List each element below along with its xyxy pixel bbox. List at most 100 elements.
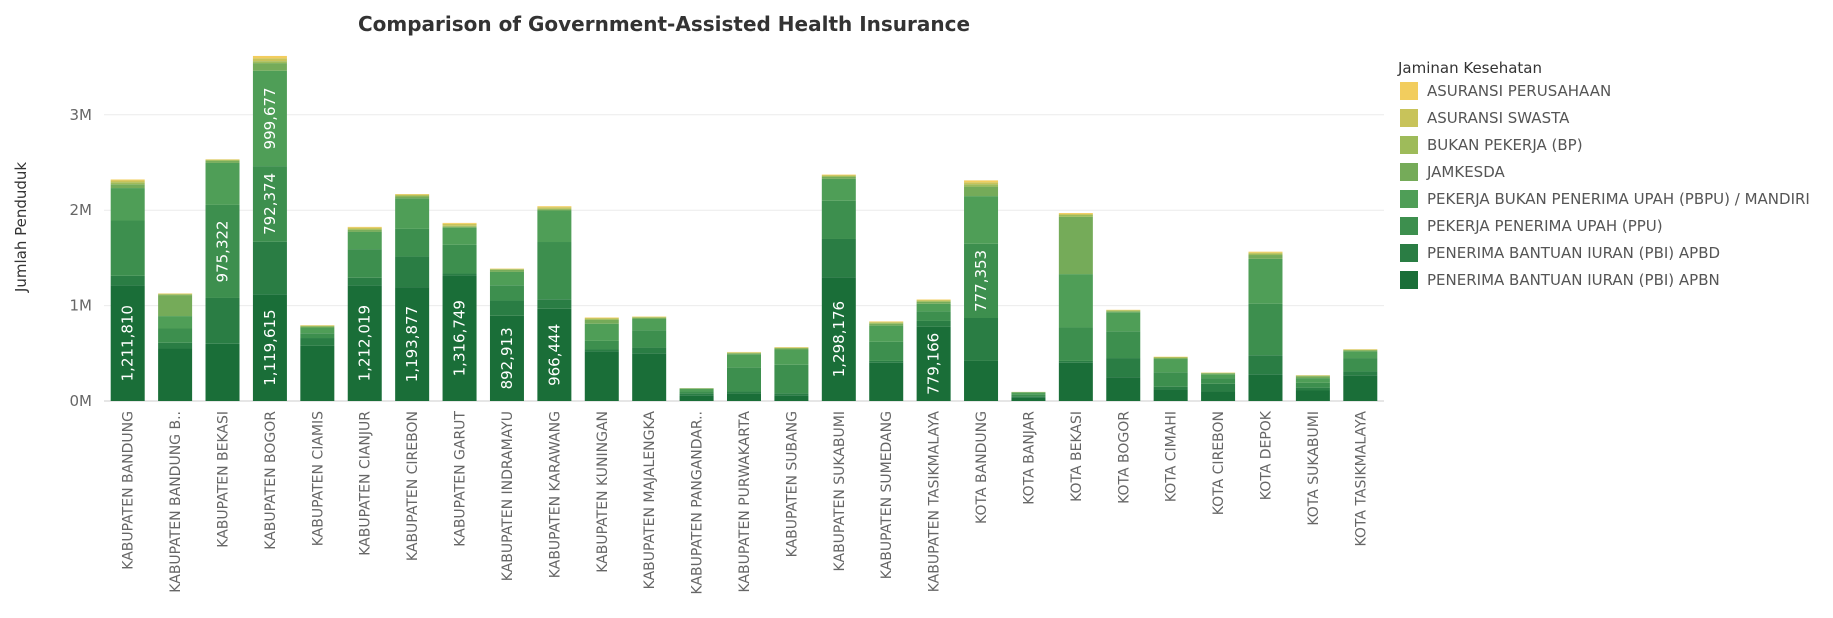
bar-segment-bukan-pekerja-bp[interactable]: [584, 318, 619, 320]
legend-swatch-asuransi-swasta[interactable]: [1400, 109, 1418, 127]
bar-segment-pekerja-penerima-upah-ppu[interactable]: [252, 166, 287, 242]
bar-segment-asuransi-swasta[interactable]: [537, 207, 572, 209]
bar-segment-penerima-bantuan-iuran-pbi-apbd[interactable]: [110, 275, 145, 286]
legend-swatch-pekerja-bukan-penerima-upah-pbpu-mandiri[interactable]: [1400, 190, 1418, 208]
bar-segment-pekerja-penerima-upah-ppu[interactable]: [1201, 378, 1236, 384]
bar-segment-bukan-pekerja-bp[interactable]: [964, 184, 999, 187]
bar-segment-penerima-bantuan-iuran-pbi-apbd[interactable]: [1201, 383, 1236, 392]
bar-segment-pekerja-penerima-upah-ppu[interactable]: [537, 242, 572, 300]
bar-segment-pekerja-bukan-penerima-upah-pbpu-mandiri[interactable]: [727, 354, 761, 368]
bar-segment-penerima-bantuan-iuran-pbi-apbn[interactable]: [632, 353, 667, 401]
bar-segment-pekerja-penerima-upah-ppu[interactable]: [964, 243, 999, 318]
bar-segment-asuransi-swasta[interactable]: [442, 223, 477, 226]
bar-segment-bukan-pekerja-bp[interactable]: [1343, 349, 1378, 351]
bar-segment-asuransi-swasta[interactable]: [869, 321, 904, 323]
bar-segment-jamkesda[interactable]: [1295, 376, 1330, 379]
bar-segment-jamkesda[interactable]: [632, 317, 667, 319]
bar-segment-jamkesda[interactable]: [537, 209, 572, 211]
bar-segment-bukan-pekerja-bp[interactable]: [632, 317, 667, 318]
bar-segment-jamkesda[interactable]: [821, 176, 856, 179]
bar-segment-bukan-pekerja-bp[interactable]: [1106, 310, 1141, 312]
bar-segment-bukan-pekerja-bp[interactable]: [110, 182, 145, 185]
bar-segment-pekerja-bukan-penerima-upah-pbpu-mandiri[interactable]: [964, 196, 999, 244]
bar-segment-pekerja-bukan-penerima-upah-pbpu-mandiri[interactable]: [1106, 312, 1141, 332]
bar-segment-penerima-bantuan-iuran-pbi-apbn[interactable]: [252, 294, 287, 401]
legend-swatch-pekerja-penerima-upah-ppu[interactable]: [1400, 217, 1418, 235]
bar-segment-asuransi-swasta[interactable]: [347, 227, 382, 230]
bar-segment-penerima-bantuan-iuran-pbi-apbd[interactable]: [916, 320, 951, 327]
bar-segment-asuransi-swasta[interactable]: [252, 58, 287, 62]
bar-segment-pekerja-bukan-penerima-upah-pbpu-mandiri[interactable]: [1153, 359, 1188, 373]
legend-item-label[interactable]: PENERIMA BANTUAN IURAN (PBI) APBD: [1427, 244, 1720, 262]
bar-segment-pekerja-bukan-penerima-upah-pbpu-mandiri[interactable]: [869, 325, 904, 342]
bar-segment-jamkesda[interactable]: [395, 196, 430, 199]
legend-item-label[interactable]: BUKAN PEKERJA (BP): [1427, 136, 1583, 154]
bar-segment-pekerja-penerima-upah-ppu[interactable]: [1295, 382, 1330, 388]
legend-item-label[interactable]: PENERIMA BANTUAN IURAN (PBI) APBN: [1427, 271, 1720, 289]
bar-segment-asuransi-swasta[interactable]: [584, 317, 619, 319]
bar-segment-jamkesda[interactable]: [158, 295, 193, 317]
bar-segment-pekerja-bukan-penerima-upah-pbpu-mandiri[interactable]: [110, 188, 145, 221]
bar-segment-pekerja-bukan-penerima-upah-pbpu-mandiri[interactable]: [774, 349, 809, 365]
bar-segment-pekerja-penerima-upah-ppu[interactable]: [489, 285, 524, 301]
bar-segment-penerima-bantuan-iuran-pbi-apbn[interactable]: [489, 315, 524, 401]
bar-segment-jamkesda[interactable]: [869, 323, 904, 326]
bar-segment-penerima-bantuan-iuran-pbi-apbd[interactable]: [1011, 396, 1046, 398]
bar-segment-penerima-bantuan-iuran-pbi-apbd[interactable]: [300, 338, 335, 346]
bar-segment-jamkesda[interactable]: [1343, 350, 1378, 352]
bar-segment-penerima-bantuan-iuran-pbi-apbd[interactable]: [774, 393, 809, 396]
bar-segment-bukan-pekerja-bp[interactable]: [821, 176, 856, 177]
bar-segment-pekerja-bukan-penerima-upah-pbpu-mandiri[interactable]: [158, 316, 193, 329]
bar-segment-pekerja-penerima-upah-ppu[interactable]: [869, 341, 904, 361]
bar-segment-jamkesda[interactable]: [584, 319, 619, 324]
bar-segment-asuransi-swasta[interactable]: [395, 194, 430, 196]
bar-segment-penerima-bantuan-iuran-pbi-apbn[interactable]: [916, 326, 951, 401]
bar-segment-pekerja-penerima-upah-ppu[interactable]: [916, 311, 951, 321]
bar-segment-bukan-pekerja-bp[interactable]: [1153, 357, 1188, 359]
legend-item-label[interactable]: PEKERJA PENERIMA UPAH (PPU): [1427, 217, 1663, 235]
bar-segment-penerima-bantuan-iuran-pbi-apbd[interactable]: [632, 347, 667, 354]
bar-segment-asuransi-swasta[interactable]: [110, 180, 145, 183]
bar-segment-penerima-bantuan-iuran-pbi-apbn[interactable]: [205, 343, 240, 401]
bar-segment-penerima-bantuan-iuran-pbi-apbd[interactable]: [1248, 355, 1283, 375]
bar-segment-bukan-pekerja-bp[interactable]: [395, 195, 430, 197]
bar-segment-pekerja-penerima-upah-ppu[interactable]: [679, 391, 714, 394]
bar-segment-penerima-bantuan-iuran-pbi-apbd[interactable]: [1058, 360, 1093, 363]
bar-segment-bukan-pekerja-bp[interactable]: [537, 208, 572, 210]
bar-segment-penerima-bantuan-iuran-pbi-apbn[interactable]: [1058, 362, 1093, 401]
bar-segment-bukan-pekerja-bp[interactable]: [347, 229, 382, 231]
bar-segment-pekerja-bukan-penerima-upah-pbpu-mandiri[interactable]: [1011, 392, 1046, 395]
bar-segment-penerima-bantuan-iuran-pbi-apbd[interactable]: [1343, 371, 1378, 376]
legend-swatch-jamkesda[interactable]: [1400, 163, 1418, 181]
bar-segment-pekerja-bukan-penerima-upah-pbpu-mandiri[interactable]: [395, 198, 430, 229]
bar-segment-jamkesda[interactable]: [347, 230, 382, 232]
legend-item-label[interactable]: PEKERJA BUKAN PENERIMA UPAH (PBPU) / MAN…: [1427, 190, 1810, 208]
bar-segment-penerima-bantuan-iuran-pbi-apbd[interactable]: [395, 256, 430, 288]
bar-segment-penerima-bantuan-iuran-pbi-apbd[interactable]: [964, 317, 999, 361]
bar-segment-asuransi-swasta[interactable]: [916, 299, 951, 301]
bar-segment-pekerja-penerima-upah-ppu[interactable]: [1248, 303, 1283, 356]
bar-segment-pekerja-penerima-upah-ppu[interactable]: [632, 330, 667, 348]
bar-segment-jamkesda[interactable]: [110, 184, 145, 189]
bar-segment-penerima-bantuan-iuran-pbi-apbd[interactable]: [537, 299, 572, 309]
bar-segment-penerima-bantuan-iuran-pbi-apbn[interactable]: [1201, 391, 1236, 401]
bar-segment-penerima-bantuan-iuran-pbi-apbn[interactable]: [395, 287, 430, 401]
bar-segment-asuransi-perusahaan[interactable]: [964, 180, 999, 183]
bar-segment-bukan-pekerja-bp[interactable]: [442, 225, 477, 227]
bar-segment-penerima-bantuan-iuran-pbi-apbd[interactable]: [869, 360, 904, 363]
bar-segment-pekerja-penerima-upah-ppu[interactable]: [158, 328, 193, 343]
bar-segment-penerima-bantuan-iuran-pbi-apbn[interactable]: [774, 395, 809, 401]
bar-segment-pekerja-penerima-upah-ppu[interactable]: [395, 228, 430, 257]
bar-segment-pekerja-bukan-penerima-upah-pbpu-mandiri[interactable]: [1295, 378, 1330, 383]
bar-segment-penerima-bantuan-iuran-pbi-apbn[interactable]: [537, 308, 572, 401]
bars[interactable]: [110, 55, 1378, 401]
bar-segment-penerima-bantuan-iuran-pbi-apbn[interactable]: [1011, 397, 1046, 401]
bar-segment-penerima-bantuan-iuran-pbi-apbd[interactable]: [347, 277, 382, 286]
bar-segment-pekerja-bukan-penerima-upah-pbpu-mandiri[interactable]: [821, 178, 856, 201]
bar-segment-pekerja-bukan-penerima-upah-pbpu-mandiri[interactable]: [1058, 274, 1093, 328]
bar-segment-penerima-bantuan-iuran-pbi-apbn[interactable]: [347, 285, 382, 401]
bar-segment-bukan-pekerja-bp[interactable]: [1058, 214, 1093, 217]
bar-segment-bukan-pekerja-bp[interactable]: [1295, 375, 1330, 377]
bar-segment-pekerja-bukan-penerima-upah-pbpu-mandiri[interactable]: [252, 70, 287, 167]
bar-segment-pekerja-penerima-upah-ppu[interactable]: [1058, 327, 1093, 361]
